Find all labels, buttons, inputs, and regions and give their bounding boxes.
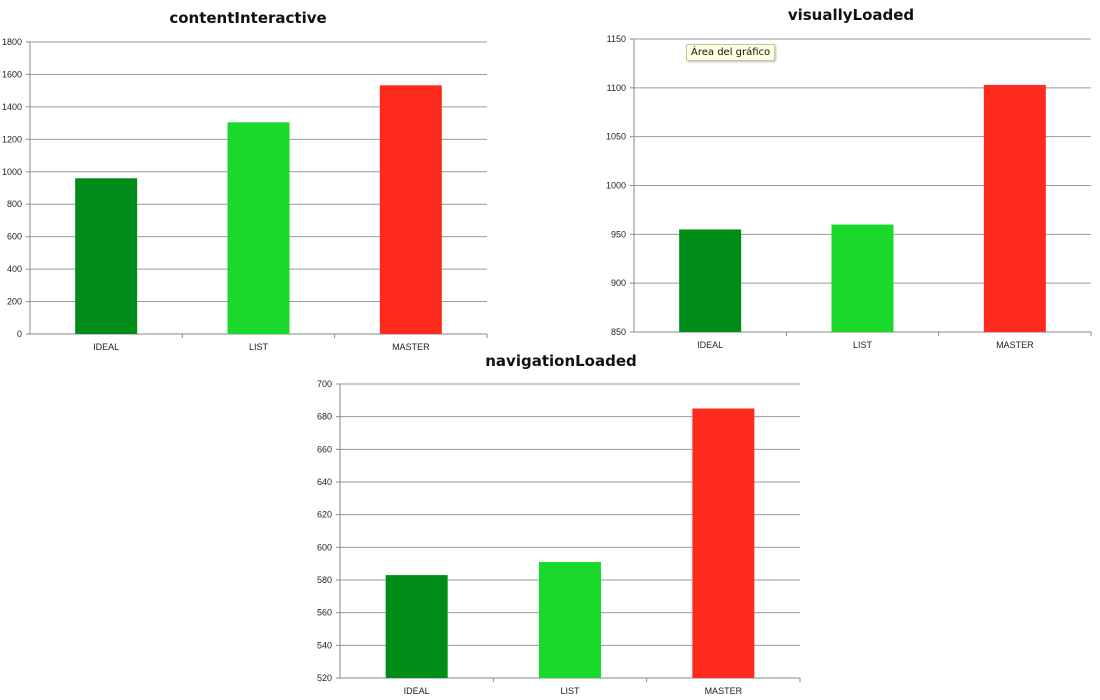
bar-list[interactable] bbox=[227, 122, 290, 334]
y-tick-label: 1800 bbox=[2, 37, 22, 47]
bar-master[interactable] bbox=[379, 85, 442, 335]
bar-list[interactable] bbox=[539, 562, 601, 678]
y-tick-label: 1400 bbox=[2, 102, 22, 112]
chart-area-tooltip: Área del gráfico bbox=[686, 44, 776, 61]
y-tick-label: 1100 bbox=[607, 83, 626, 93]
bar-list[interactable] bbox=[831, 224, 894, 332]
y-tick-label: 400 bbox=[7, 264, 22, 274]
y-tick-label: 620 bbox=[317, 510, 332, 520]
y-tick-label: 950 bbox=[611, 229, 626, 239]
x-category-label: LIST bbox=[560, 686, 580, 696]
y-tick-label: 660 bbox=[317, 444, 332, 454]
y-tick-label: 1050 bbox=[606, 132, 626, 142]
x-category-label: IDEAL bbox=[93, 342, 119, 352]
bar-ideal[interactable] bbox=[679, 229, 742, 332]
bar-master[interactable] bbox=[692, 408, 755, 679]
y-tick-label: 600 bbox=[7, 232, 22, 242]
bar-ideal[interactable] bbox=[75, 178, 138, 334]
y-tick-label: 850 bbox=[611, 327, 626, 337]
y-tick-label: 640 bbox=[317, 477, 332, 487]
y-tick-label: 540 bbox=[317, 640, 332, 650]
y-tick-label: 560 bbox=[317, 608, 332, 618]
x-category-label: LIST bbox=[249, 342, 269, 352]
bar-master[interactable] bbox=[983, 84, 1046, 332]
y-tick-label: 680 bbox=[317, 412, 332, 422]
y-tick-label: 1200 bbox=[2, 134, 22, 144]
x-category-label: IDEAL bbox=[404, 686, 430, 696]
x-category-label: MASTER bbox=[996, 340, 1034, 350]
x-category-label: MASTER bbox=[392, 342, 430, 352]
y-tick-label: 520 bbox=[317, 673, 332, 683]
y-tick-label: 700 bbox=[317, 379, 332, 389]
chart-title-content-interactive: contentInteractive bbox=[169, 9, 327, 27]
y-tick-label: 1000 bbox=[606, 181, 626, 191]
y-tick-label: 1000 bbox=[2, 167, 22, 177]
y-tick-label: 600 bbox=[317, 542, 332, 552]
x-category-label: LIST bbox=[853, 340, 873, 350]
y-tick-label: 800 bbox=[7, 199, 22, 209]
y-tick-label: 200 bbox=[7, 297, 22, 307]
y-tick-label: 0 bbox=[17, 329, 22, 339]
y-tick-label: 1600 bbox=[2, 69, 22, 79]
x-category-label: MASTER bbox=[705, 686, 743, 696]
chart-title-visually-loaded: visuallyLoaded bbox=[787, 6, 915, 24]
chart-title-navigation-loaded: navigationLoaded bbox=[485, 352, 637, 370]
bar-ideal[interactable] bbox=[385, 575, 448, 678]
y-tick-label: 900 bbox=[611, 278, 626, 288]
x-category-label: IDEAL bbox=[697, 340, 723, 350]
y-tick-label: 580 bbox=[317, 575, 332, 585]
y-tick-label: 1150 bbox=[607, 34, 626, 44]
